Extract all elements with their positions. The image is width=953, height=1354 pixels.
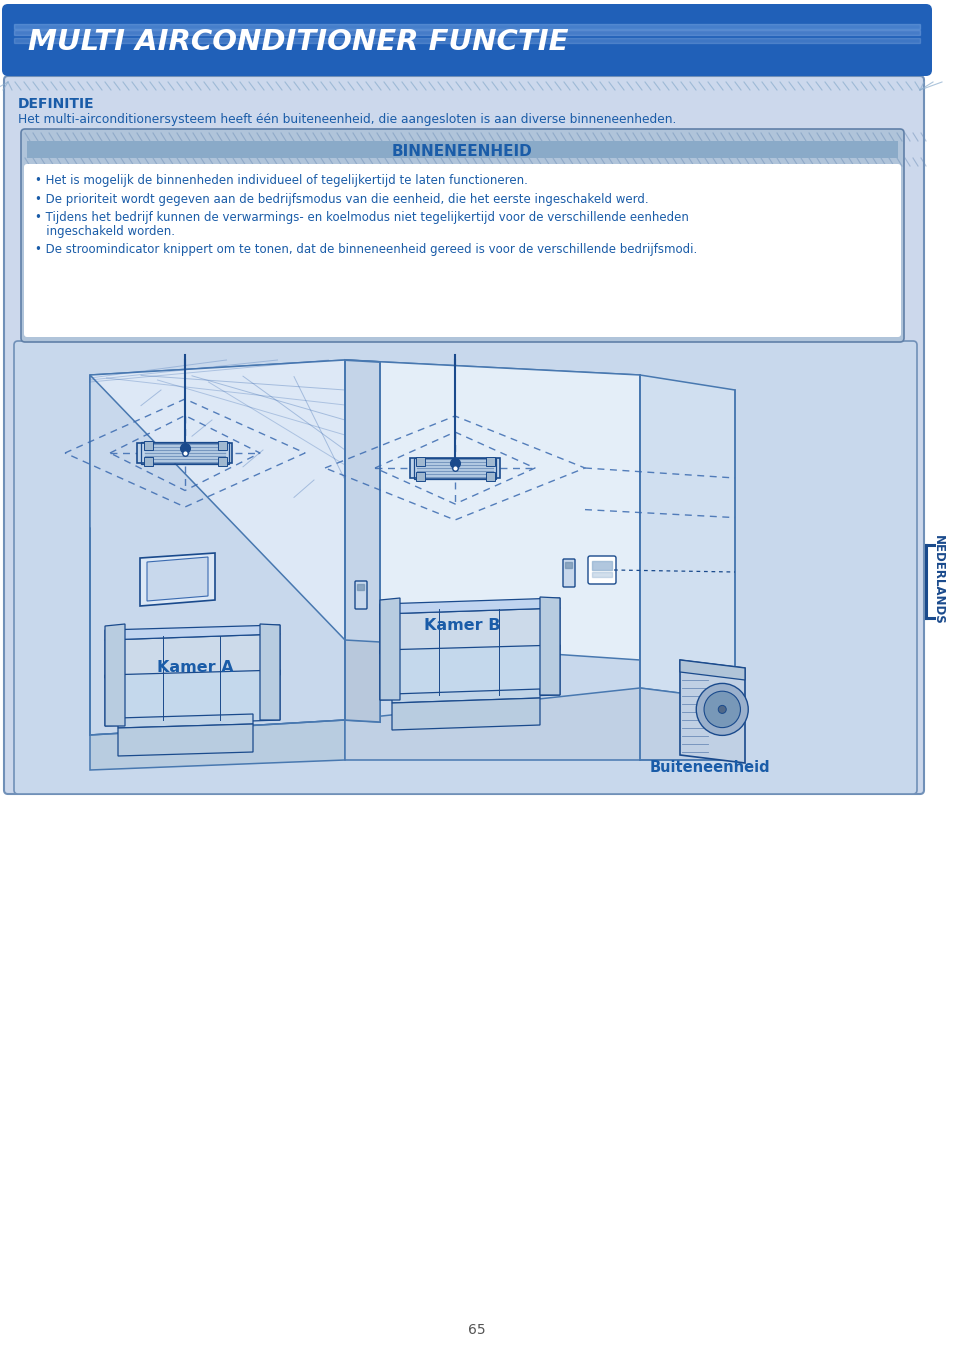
FancyBboxPatch shape — [21, 129, 903, 343]
Polygon shape — [410, 458, 499, 478]
Polygon shape — [90, 360, 345, 528]
Text: 65: 65 — [468, 1323, 485, 1336]
Polygon shape — [379, 598, 399, 700]
Circle shape — [703, 691, 740, 727]
Bar — [486, 456, 495, 466]
Bar — [218, 441, 227, 450]
Text: • De stroomindicator knippert om te tonen, dat de binneneenheid gereed is voor d: • De stroomindicator knippert om te tone… — [35, 242, 697, 256]
Text: MULTI AIRCONDITIONER FUNCTIE: MULTI AIRCONDITIONER FUNCTIE — [28, 28, 568, 56]
Polygon shape — [118, 714, 253, 728]
Polygon shape — [345, 360, 379, 722]
Polygon shape — [90, 360, 345, 658]
Text: ingeschakeld worden.: ingeschakeld worden. — [35, 225, 174, 237]
Polygon shape — [679, 659, 744, 764]
Polygon shape — [379, 608, 559, 654]
Polygon shape — [639, 375, 734, 700]
Bar — [565, 562, 572, 567]
Polygon shape — [140, 552, 214, 607]
Polygon shape — [379, 598, 559, 613]
Text: • Het is mogelijk de binnenheden individueel of tegelijkertijd te laten function: • Het is mogelijk de binnenheden individ… — [35, 175, 527, 187]
Text: Het multi-airconditionersysteem heeft één buiteneenheid, die aangesloten is aan : Het multi-airconditionersysteem heeft éé… — [18, 112, 676, 126]
Polygon shape — [105, 670, 280, 726]
Bar — [416, 471, 424, 481]
Polygon shape — [539, 597, 559, 695]
Polygon shape — [118, 724, 253, 756]
Bar — [218, 456, 227, 466]
Polygon shape — [90, 720, 345, 770]
Bar — [592, 571, 612, 577]
Text: NEDERLANDS: NEDERLANDS — [930, 535, 943, 626]
Bar — [144, 456, 152, 466]
Bar — [486, 471, 495, 481]
Polygon shape — [392, 689, 539, 703]
FancyBboxPatch shape — [587, 556, 616, 584]
Polygon shape — [345, 640, 379, 722]
FancyBboxPatch shape — [355, 581, 367, 609]
Polygon shape — [345, 360, 639, 659]
FancyBboxPatch shape — [14, 341, 916, 793]
Bar — [357, 584, 364, 590]
Polygon shape — [105, 626, 280, 640]
Bar — [14, 30, 919, 35]
Polygon shape — [679, 659, 744, 680]
Text: DEFINITIE: DEFINITIE — [18, 97, 94, 111]
Bar — [592, 561, 612, 570]
Bar — [416, 456, 424, 466]
Text: Kamer A: Kamer A — [156, 659, 233, 676]
FancyBboxPatch shape — [2, 4, 931, 76]
Text: • Tijdens het bedrijf kunnen de verwarmings- en koelmodus niet tegelijkertijd vo: • Tijdens het bedrijf kunnen de verwarmi… — [35, 211, 688, 223]
FancyBboxPatch shape — [24, 164, 900, 337]
Polygon shape — [90, 375, 345, 735]
Polygon shape — [345, 688, 734, 760]
Text: Kamer B: Kamer B — [423, 617, 499, 634]
Text: BINNENEENHEID: BINNENEENHEID — [392, 144, 532, 158]
Polygon shape — [345, 360, 639, 528]
Polygon shape — [105, 634, 280, 678]
Polygon shape — [147, 556, 208, 601]
FancyBboxPatch shape — [562, 559, 575, 588]
Text: Buiteneenheid: Buiteneenheid — [649, 760, 769, 774]
Bar — [14, 24, 919, 28]
Polygon shape — [105, 624, 125, 726]
Polygon shape — [137, 443, 233, 463]
Bar — [27, 141, 897, 158]
FancyBboxPatch shape — [4, 76, 923, 793]
Text: • De prioriteit wordt gegeven aan de bedrijfsmodus van die eenheid, die het eers: • De prioriteit wordt gegeven aan de bed… — [35, 192, 648, 206]
Circle shape — [718, 705, 725, 714]
Polygon shape — [260, 624, 280, 720]
Circle shape — [696, 684, 747, 735]
Bar — [14, 38, 919, 43]
Bar — [144, 441, 152, 450]
Polygon shape — [392, 699, 539, 730]
Polygon shape — [379, 645, 559, 700]
